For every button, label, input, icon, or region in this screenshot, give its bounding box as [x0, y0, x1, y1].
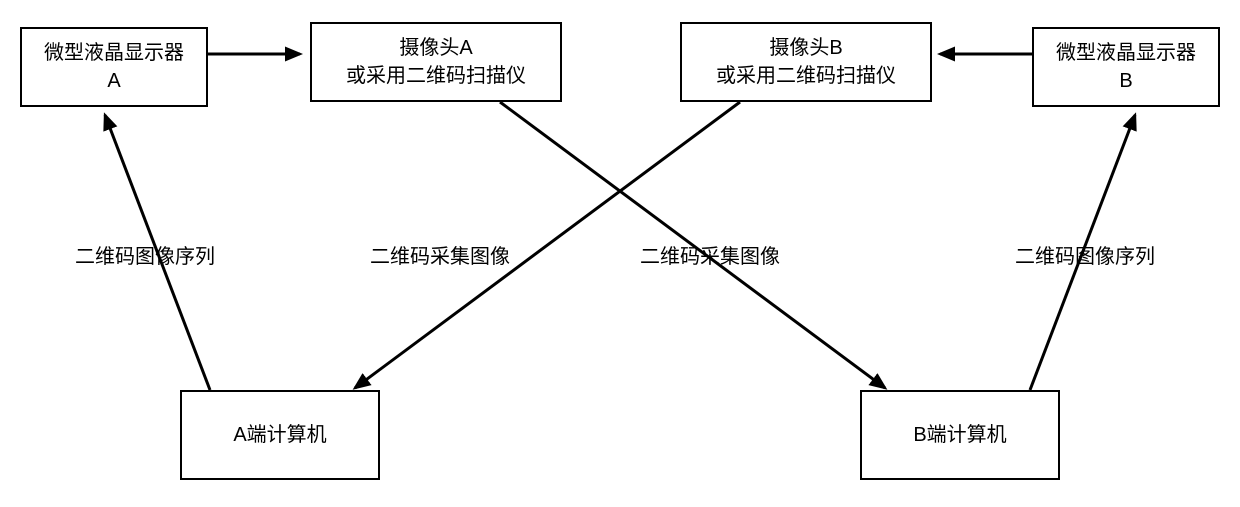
node-lcd-b: 微型液晶显示器 B	[1032, 27, 1220, 107]
node-camera-b: 摄像头B 或采用二维码扫描仪	[680, 22, 932, 102]
edge-label-qrseq-b: 二维码图像序列	[1015, 240, 1155, 269]
node-computer-a-label: A端计算机	[233, 421, 326, 449]
node-lcd-b-line1: 微型液晶显示器	[1056, 39, 1196, 67]
node-lcd-a-line1: 微型液晶显示器	[44, 39, 184, 67]
node-lcd-a-line2: A	[107, 67, 120, 95]
node-lcd-b-line2: B	[1119, 67, 1132, 95]
node-camera-a-line2: 或采用二维码扫描仪	[346, 62, 526, 90]
edge-label-qrseq-a: 二维码图像序列	[75, 240, 215, 269]
node-computer-b: B端计算机	[860, 390, 1060, 480]
node-lcd-a: 微型液晶显示器 A	[20, 27, 208, 107]
edge-label-qrcap-b: 二维码采集图像	[640, 240, 780, 269]
node-camera-a-line1: 摄像头A	[399, 34, 472, 62]
node-computer-a: A端计算机	[180, 390, 380, 480]
node-camera-b-line2: 或采用二维码扫描仪	[716, 62, 896, 90]
edge-label-qrcap-a: 二维码采集图像	[370, 240, 510, 269]
node-camera-a: 摄像头A 或采用二维码扫描仪	[310, 22, 562, 102]
node-camera-b-line1: 摄像头B	[769, 34, 842, 62]
node-computer-b-label: B端计算机	[913, 421, 1006, 449]
